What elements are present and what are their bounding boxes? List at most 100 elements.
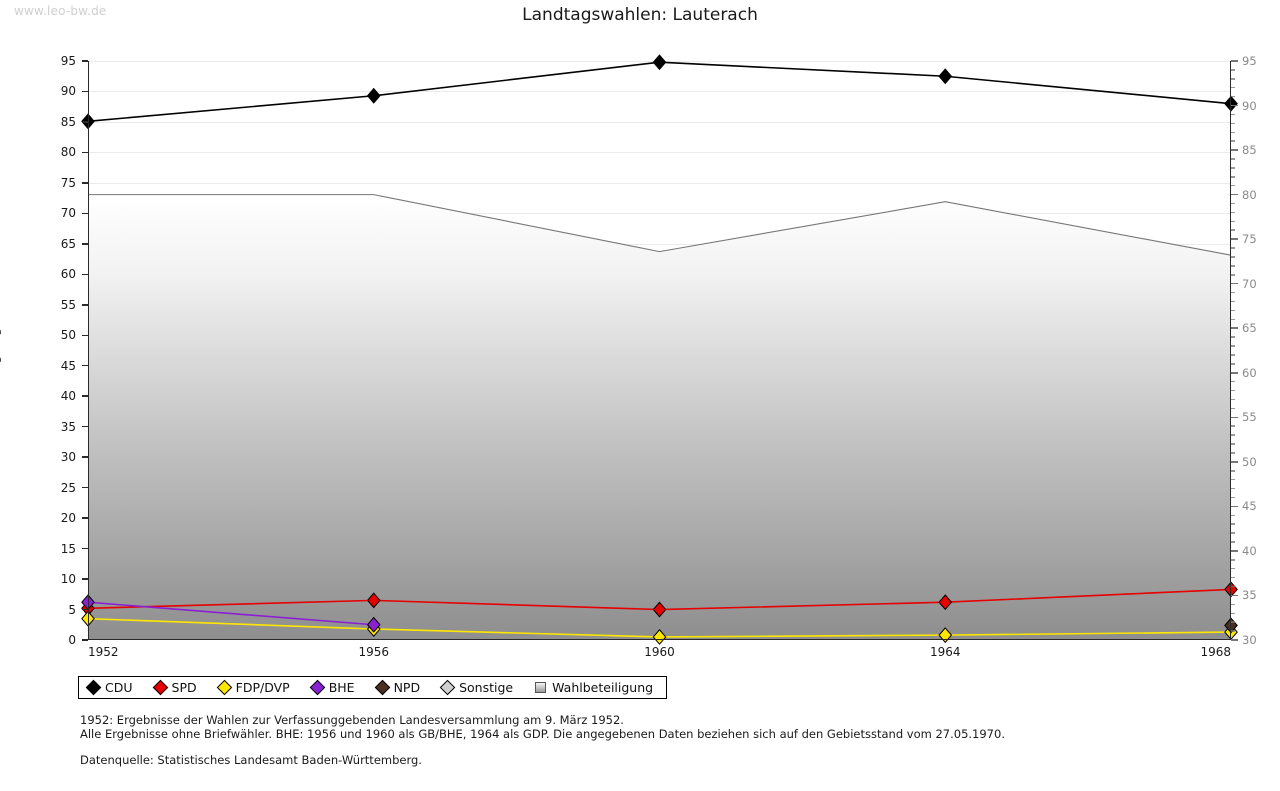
- right-minor-tick-mark: [1231, 291, 1235, 294]
- data-point-fdp-dvp[interactable]: [652, 628, 667, 645]
- right-tick-label: 95: [1242, 54, 1257, 68]
- legend: CDU SPD FDP/DVP BHE NPD Sonstige Wahlbeteiligu…: [78, 676, 668, 699]
- legend-item-npd[interactable]: NPD: [374, 679, 421, 696]
- data-point-fdp-dvp[interactable]: [938, 627, 953, 644]
- right-minor-tick-mark: [1231, 131, 1235, 133]
- legend-item-cdu[interactable]: CDU: [85, 679, 133, 696]
- series-line-bhe: [87, 601, 374, 626]
- legend-diamond-icon: [374, 679, 390, 696]
- right-minor-tick-mark: [1231, 478, 1235, 481]
- left-tick-label: 15: [60, 541, 76, 556]
- right-minor-tick-mark: [1231, 247, 1235, 249]
- right-minor-tick-mark: [1231, 202, 1235, 205]
- data-point-spd[interactable]: [938, 594, 953, 611]
- legend-item-fdp-dvp[interactable]: FDP/DVP: [216, 679, 290, 696]
- left-tick-label: 80: [60, 145, 76, 160]
- right-tick-label: 80: [1242, 187, 1257, 202]
- left-tick-mark: [82, 547, 88, 550]
- right-tick-mark: [1231, 60, 1238, 62]
- left-tick-label: 70: [60, 206, 76, 221]
- right-minor-tick-mark: [1231, 567, 1235, 570]
- left-tick-mark: [82, 639, 88, 641]
- data-point-cdu[interactable]: [1224, 95, 1238, 112]
- right-minor-tick-mark: [1231, 603, 1235, 606]
- right-minor-tick-mark: [1231, 318, 1235, 321]
- data-point-bhe[interactable]: [366, 616, 381, 633]
- right-minor-tick-mark: [1231, 220, 1235, 223]
- right-minor-tick-mark: [1231, 309, 1235, 312]
- series-layer: [81, 54, 1238, 645]
- legend-item-wahlbeteiligung[interactable]: Wahlbeteiligung: [535, 680, 653, 695]
- right-minor-tick-mark: [1231, 363, 1235, 365]
- right-minor-tick-mark: [1231, 122, 1235, 125]
- left-tick-mark: [82, 486, 88, 489]
- legend-item-spd[interactable]: SPD: [152, 679, 197, 696]
- left-tick-mark: [82, 60, 88, 62]
- right-tick-label: 60: [1242, 365, 1257, 380]
- right-minor-tick-mark: [1231, 78, 1235, 80]
- legend-label: BHE: [328, 680, 355, 695]
- right-tick-mark: [1231, 104, 1238, 107]
- left-tick-mark: [82, 456, 88, 458]
- left-tick-mark: [82, 608, 88, 611]
- plot-area: [81, 54, 1238, 645]
- left-tick-label: 65: [60, 236, 76, 251]
- left-tick-label: 40: [60, 389, 76, 404]
- left-tick-label: 0: [68, 633, 76, 647]
- right-minor-tick-mark: [1231, 612, 1235, 615]
- right-tick-mark: [1231, 327, 1238, 329]
- right-minor-tick-mark: [1231, 496, 1235, 499]
- right-minor-tick-mark: [1231, 576, 1235, 579]
- data-point-spd[interactable]: [652, 601, 667, 618]
- gridline: [88, 91, 1231, 93]
- legend-item-sonstige[interactable]: Sonstige: [439, 679, 513, 696]
- x-tick-label: 1960: [644, 645, 675, 659]
- data-point-cdu[interactable]: [652, 54, 667, 71]
- right-minor-tick-mark: [1231, 470, 1235, 472]
- right-tick-mark: [1231, 639, 1238, 641]
- right-minor-tick-mark: [1231, 69, 1235, 71]
- right-minor-tick-mark: [1231, 434, 1235, 436]
- right-minor-tick-mark: [1231, 487, 1235, 490]
- page-title: Landtagswahlen: Lauterach: [522, 5, 758, 25]
- right-tick-label: 70: [1242, 276, 1257, 291]
- right-minor-tick-mark: [1231, 95, 1235, 98]
- left-tick-mark: [82, 212, 88, 215]
- right-minor-tick-mark: [1231, 140, 1235, 142]
- right-tick-label: 45: [1242, 499, 1257, 514]
- footnote-2: Alle Ergebnisse ohne Briefwähler. BHE: 1…: [80, 727, 1005, 741]
- legend-diamond-icon: [152, 679, 168, 696]
- left-tick-label: 10: [60, 572, 76, 587]
- right-tick-label: 50: [1242, 454, 1257, 469]
- left-tick-label: 20: [60, 511, 76, 526]
- left-tick-mark: [82, 364, 88, 367]
- left-tick-label: 55: [60, 297, 76, 312]
- legend-square-icon: [535, 682, 547, 693]
- data-point-cdu[interactable]: [366, 87, 381, 104]
- right-minor-tick-mark: [1231, 630, 1235, 632]
- left-tick-mark: [82, 182, 88, 184]
- right-minor-tick-mark: [1231, 541, 1235, 543]
- right-minor-tick-mark: [1231, 443, 1235, 445]
- legend-label: NPD: [393, 680, 421, 695]
- legend-item-bhe[interactable]: BHE: [309, 679, 355, 696]
- right-tick-label: 30: [1242, 633, 1257, 647]
- left-tick-mark: [82, 395, 88, 397]
- data-point-cdu[interactable]: [938, 68, 953, 85]
- left-tick-label: 75: [60, 175, 76, 190]
- legend-diamond-icon: [85, 679, 102, 696]
- left-tick-label: 25: [60, 480, 76, 495]
- legend-label: FDP/DVP: [235, 680, 290, 695]
- data-point-spd[interactable]: [366, 592, 381, 609]
- right-minor-tick-mark: [1231, 265, 1235, 267]
- right-minor-tick-mark: [1231, 229, 1235, 231]
- right-minor-tick-mark: [1231, 523, 1235, 525]
- wahlbeteiligung-outline: [88, 194, 1232, 256]
- right-minor-tick-mark: [1231, 452, 1235, 454]
- right-minor-tick-mark: [1231, 211, 1235, 214]
- left-tick-mark: [82, 273, 88, 276]
- footnote-1: 1952: Ergebnisse der Wahlen zur Verfassu…: [80, 713, 624, 727]
- wahlbeteiligung-area: [88, 194, 1232, 640]
- right-tick-mark: [1231, 594, 1238, 597]
